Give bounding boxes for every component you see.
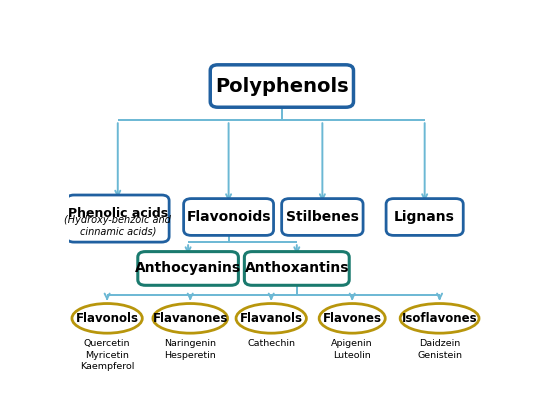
Ellipse shape xyxy=(153,303,228,333)
FancyBboxPatch shape xyxy=(210,65,354,107)
Text: Flavonoids: Flavonoids xyxy=(186,210,271,224)
Text: Phenolic acids: Phenolic acids xyxy=(68,207,168,220)
Text: Flavones: Flavones xyxy=(323,312,382,325)
FancyBboxPatch shape xyxy=(67,195,169,242)
Ellipse shape xyxy=(72,303,142,333)
FancyBboxPatch shape xyxy=(244,252,349,285)
Text: Quercetin
Myricetin
Kaempferol: Quercetin Myricetin Kaempferol xyxy=(80,339,134,371)
Text: Naringenin
Hesperetin: Naringenin Hesperetin xyxy=(164,339,216,360)
Ellipse shape xyxy=(319,303,385,333)
Text: Daidzein
Genistein: Daidzein Genistein xyxy=(417,339,462,360)
Text: Flavanones: Flavanones xyxy=(152,312,228,325)
FancyBboxPatch shape xyxy=(386,198,463,235)
Text: Isoflavones: Isoflavones xyxy=(402,312,477,325)
Ellipse shape xyxy=(236,303,306,333)
Text: Lignans: Lignans xyxy=(394,210,455,224)
Text: Anthocyanins: Anthocyanins xyxy=(135,262,241,275)
Text: Flavanols: Flavanols xyxy=(240,312,303,325)
Text: Apigenin
Luteolin: Apigenin Luteolin xyxy=(332,339,373,360)
FancyBboxPatch shape xyxy=(138,252,238,285)
Text: Flavonols: Flavonols xyxy=(75,312,139,325)
Text: Cathechin: Cathechin xyxy=(247,339,295,348)
Text: (Hydroxy-benzoic and
cinnamic acids): (Hydroxy-benzoic and cinnamic acids) xyxy=(64,215,171,236)
Ellipse shape xyxy=(400,303,479,333)
FancyBboxPatch shape xyxy=(184,198,273,235)
Text: Stilbenes: Stilbenes xyxy=(286,210,359,224)
Text: Anthoxantins: Anthoxantins xyxy=(245,262,349,275)
Text: Polyphenols: Polyphenols xyxy=(215,77,349,96)
FancyBboxPatch shape xyxy=(282,198,363,235)
